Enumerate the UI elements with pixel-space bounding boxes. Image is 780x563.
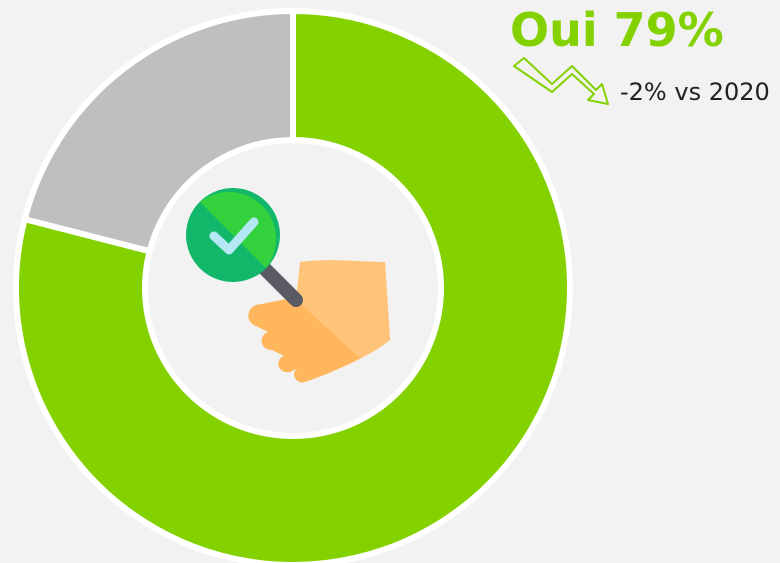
category-label: Oui: [510, 3, 598, 57]
slice: [21, 8, 296, 255]
trend-icon: [513, 57, 609, 105]
value-label: 79%: [614, 3, 724, 57]
slice: [13, 8, 573, 563]
check: [209, 217, 259, 255]
donut: [13, 8, 573, 563]
main-label: Oui 79%: [510, 3, 724, 57]
annotation: -2% vs 2020: [620, 78, 770, 106]
lens-light: [200, 191, 277, 268]
center-icon: [186, 188, 390, 383]
handle: [255, 259, 303, 307]
hand-light: [296, 260, 390, 358]
